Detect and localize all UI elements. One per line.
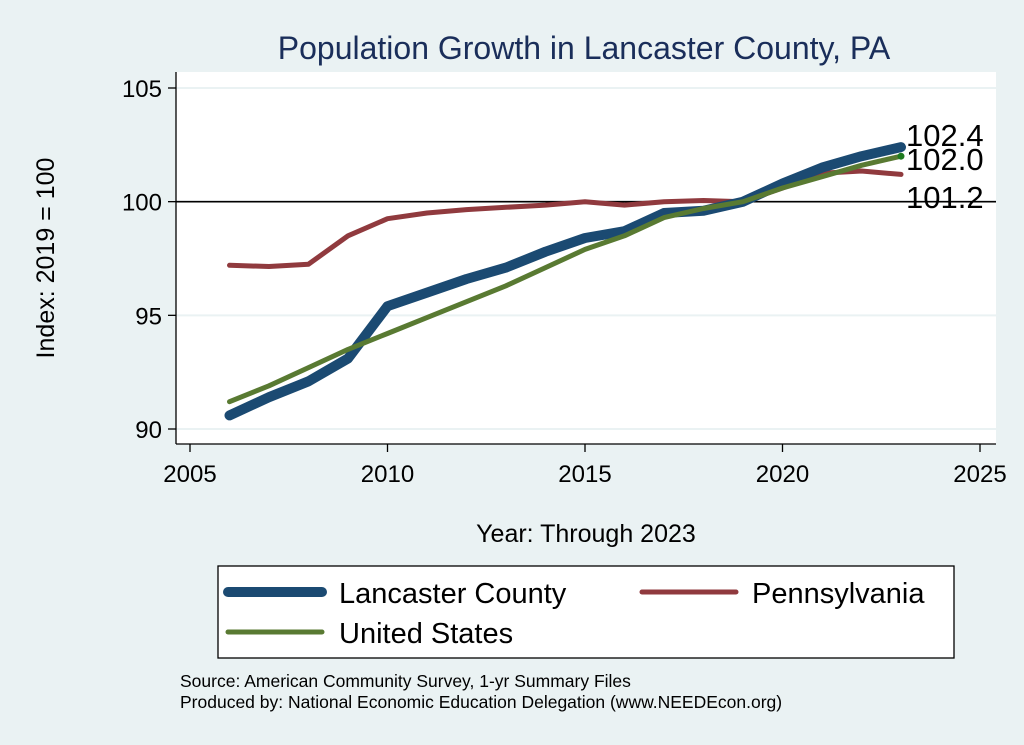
source-note: Source: American Community Survey, 1-yr … [180, 671, 631, 691]
x-axis-title: Year: Through 2023 [476, 520, 696, 548]
end-label-pennsylvania: 101.2 [906, 180, 984, 215]
x-axis-ticks: 2005 2010 2015 2020 2025 [163, 444, 1007, 488]
legend-label-united-states: United States [339, 618, 513, 650]
x-tick-label-2010: 2010 [361, 461, 414, 488]
legend-box [217, 565, 955, 659]
legend: Lancaster County Pennsylvania United Sta… [217, 565, 955, 659]
series-line-united-states [227, 153, 904, 405]
y-tick-label-90: 90 [135, 417, 162, 444]
y-tick-label-100: 100 [122, 190, 162, 217]
series-layer [224, 142, 906, 421]
y-tick-label-105: 105 [122, 76, 162, 103]
x-tick-label-2005: 2005 [163, 461, 216, 488]
end-label-lancaster: 102.4 [906, 118, 984, 153]
y-axis-ticks: 90 95 100 105 [122, 76, 176, 444]
x-tick-label-2020: 2020 [756, 461, 809, 488]
legend-label-lancaster: Lancaster County [339, 578, 567, 610]
chart-title: Population Growth in Lancaster County, P… [278, 30, 891, 66]
x-tick-label-2015: 2015 [558, 461, 611, 488]
legend-label-pennsylvania: Pennsylvania [752, 578, 925, 610]
produced-by-note: Produced by: National Economic Education… [180, 692, 782, 712]
y-axis-title: Index: 2019 = 100 [32, 158, 60, 359]
x-tick-label-2025: 2025 [953, 461, 1006, 488]
series-endpoint-united-states [897, 152, 905, 160]
end-label-united-states: 102.0 [906, 142, 984, 177]
series-line-lancaster [224, 142, 906, 421]
y-tick-label-95: 95 [135, 303, 162, 330]
